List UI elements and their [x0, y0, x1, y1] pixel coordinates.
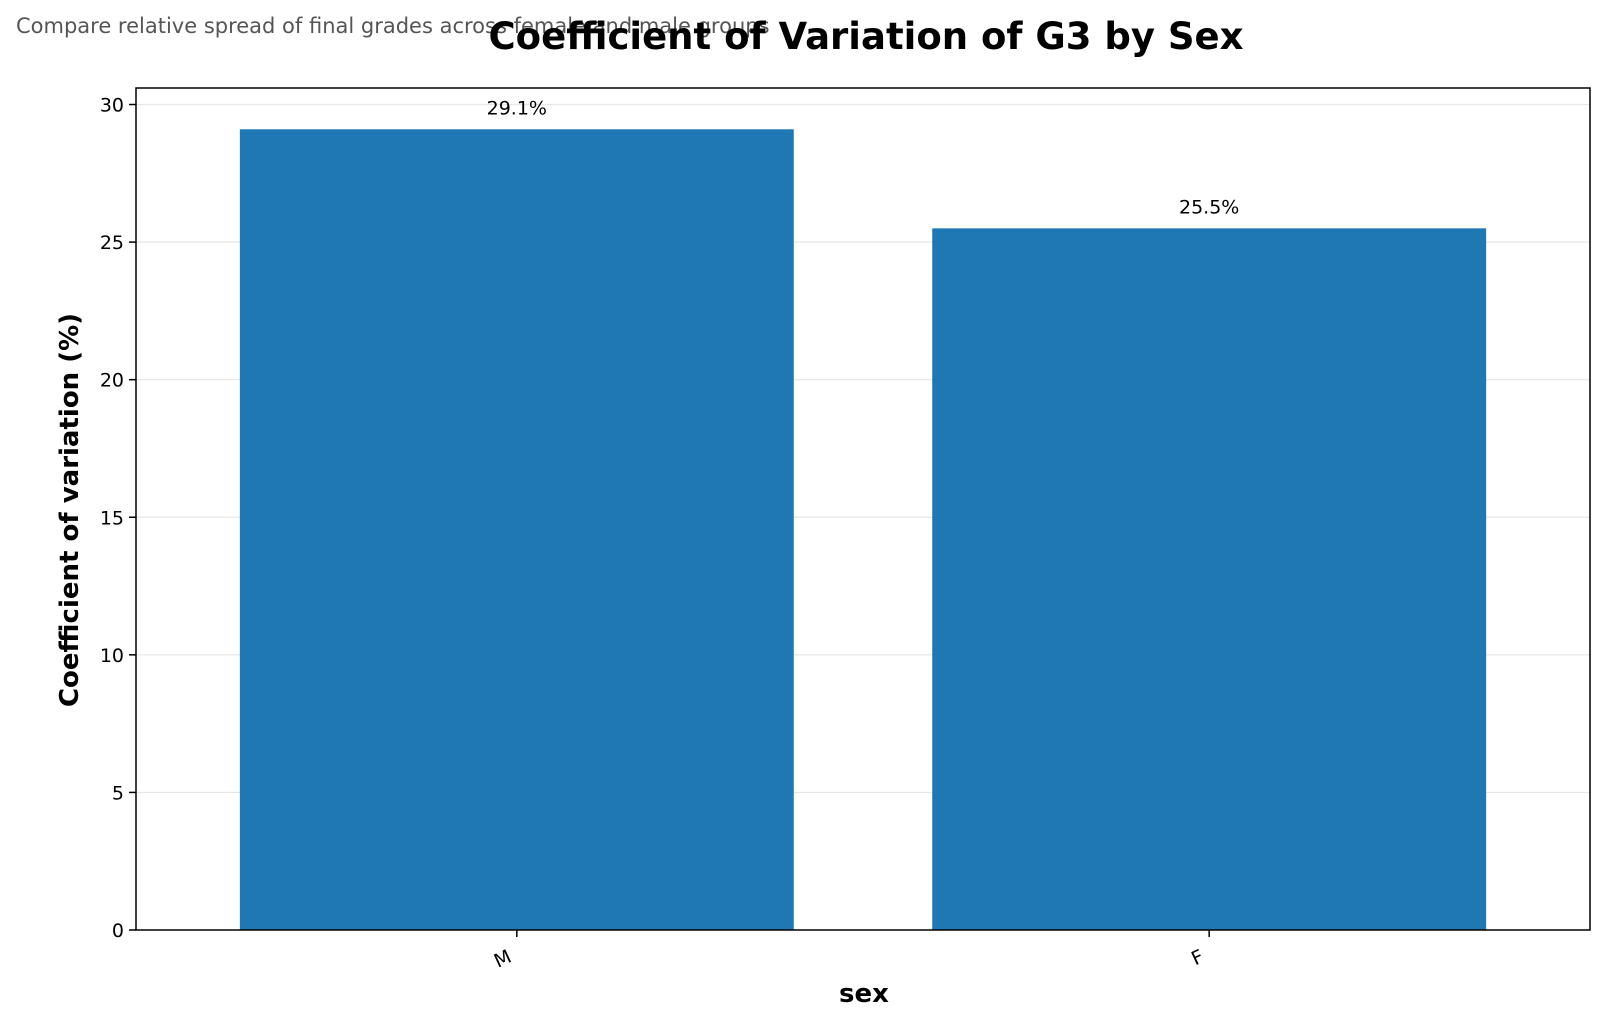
- bar-f: [932, 228, 1487, 931]
- bar-m: [239, 129, 794, 930]
- bars: [239, 129, 1487, 931]
- x-axis-label: sex: [839, 979, 889, 1009]
- data-label: 29.1%: [487, 97, 547, 119]
- y-tick-label: 25: [100, 232, 124, 254]
- chart-subtitle: Compare relative spread of final grades …: [16, 14, 770, 38]
- y-tick-label: 5: [112, 782, 124, 804]
- y-tick-label: 30: [100, 95, 124, 117]
- plot-frame: [135, 87, 1591, 931]
- y-tick-label: 10: [100, 645, 124, 667]
- y-tick-label: 20: [100, 370, 124, 392]
- x-tick-label: M: [491, 946, 515, 973]
- y-axis-ticks: 0 5 10 15 20 25 30: [100, 95, 136, 942]
- y-tick-label: 15: [100, 507, 124, 529]
- chart-title: Coefficient of Variation of G3 by Sex: [489, 15, 1244, 58]
- y-tick-label: 0: [112, 920, 124, 942]
- data-label: 25.5%: [1179, 196, 1239, 218]
- x-tick-label: F: [1188, 946, 1207, 971]
- data-labels: 29.1% 25.5%: [487, 97, 1240, 218]
- y-axis-label: Coefficient of variation (%): [55, 313, 85, 707]
